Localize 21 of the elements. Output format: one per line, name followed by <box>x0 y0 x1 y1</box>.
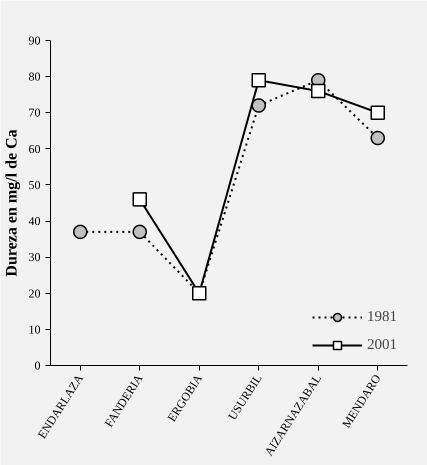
point <box>370 105 385 120</box>
legend-label: 2001 <box>367 336 397 354</box>
y-tick-label: 20 <box>28 286 40 300</box>
y-tick-label: 80 <box>28 70 40 84</box>
y-tick-label: 10 <box>28 322 40 336</box>
point <box>132 192 147 207</box>
y-tick-label: 50 <box>28 178 40 192</box>
y-tick-label: 70 <box>28 106 40 120</box>
y-axis-title: Dureza en mg/l de Ca <box>4 129 20 277</box>
point <box>252 72 266 88</box>
legend-label: 1981 <box>367 308 397 326</box>
y-tick-label: 0 <box>34 358 40 372</box>
point <box>252 98 266 113</box>
y-tick-label: 90 <box>28 34 40 48</box>
y-tick-label: 40 <box>28 214 40 228</box>
point <box>132 224 147 240</box>
point <box>73 224 88 240</box>
point <box>370 130 385 146</box>
y-tick-label: 60 <box>28 142 40 156</box>
point <box>311 84 326 98</box>
y-tick-label: 30 <box>28 250 40 264</box>
